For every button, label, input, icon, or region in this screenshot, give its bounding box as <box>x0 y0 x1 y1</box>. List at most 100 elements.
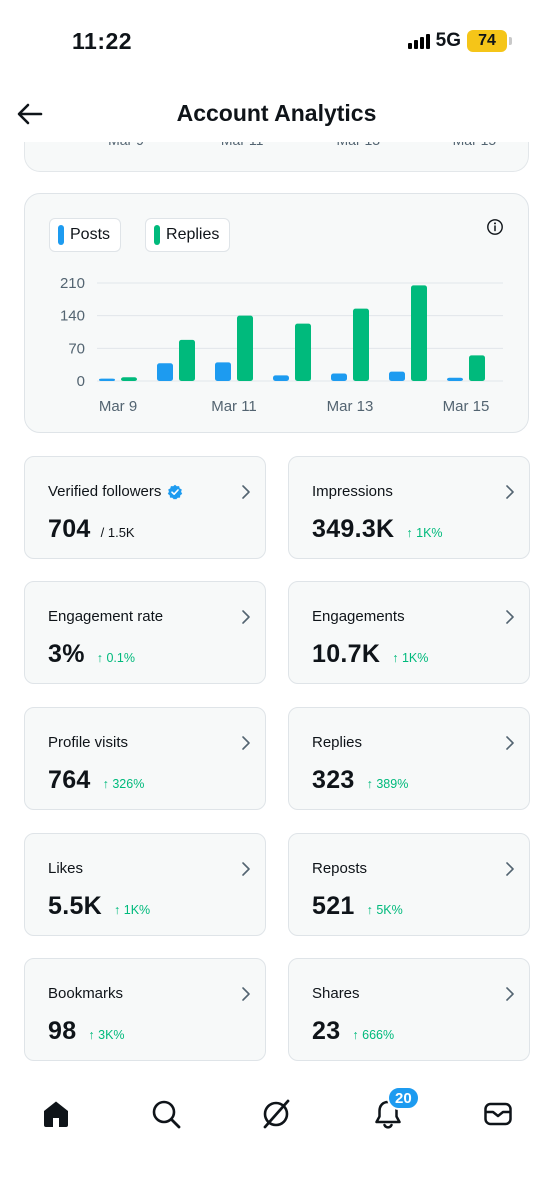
status-indicators: 5G 74 <box>407 30 512 52</box>
stat-value: 23 ↑ 666% <box>312 1017 394 1046</box>
home-icon <box>44 1101 68 1127</box>
info-icon[interactable] <box>486 218 504 236</box>
replies-bar[interactable] <box>295 323 311 381</box>
stat-label-text: Impressions <box>312 483 393 500</box>
posts-bar[interactable] <box>99 378 115 381</box>
activity-chart-card: 0 70 140 210 Mar 9 Mar 11 Mar 13 Mar 15 Posts R… <box>24 193 529 433</box>
stat-label: Reposts <box>312 860 367 877</box>
stat-label-text: Bookmarks <box>48 985 124 1002</box>
chevron-right-icon <box>242 987 250 1001</box>
legend-replies-label: Replies <box>166 226 220 243</box>
replies-bar[interactable] <box>237 315 253 381</box>
stat-label: Engagement rate <box>48 608 163 625</box>
stat-value: 323 ↑ 389% <box>312 766 408 795</box>
stat-change: ↑ 1K% <box>406 526 443 540</box>
nav-notifications[interactable]: 20 <box>368 1086 420 1134</box>
stat-label-text: Likes <box>48 860 84 877</box>
x-tick-label: Mar 9 <box>99 398 137 415</box>
network-label: 5G <box>435 30 461 51</box>
legend-replies[interactable]: Replies <box>145 218 231 252</box>
nav-grok[interactable] <box>256 1094 296 1134</box>
grok-icon <box>263 1099 290 1129</box>
stat-label: Replies <box>312 734 362 751</box>
y-tick-label: 140 <box>60 308 85 325</box>
stat-total: / 1.5K <box>100 525 135 540</box>
stat-card[interactable]: Likes 5.5K ↑ 1K% <box>24 833 266 936</box>
chevron-right-icon <box>242 610 250 624</box>
stat-label-text: Shares <box>312 985 360 1002</box>
stat-label: Bookmarks <box>48 985 123 1002</box>
posts-bar[interactable] <box>157 363 173 381</box>
chevron-right-icon <box>506 862 514 876</box>
stat-change: ↑ 1K% <box>114 903 151 917</box>
nav-home[interactable] <box>36 1094 76 1134</box>
chevron-right-icon <box>506 485 514 499</box>
verified-badge-icon <box>168 484 183 499</box>
stat-value: 764 ↑ 326% <box>48 766 144 795</box>
y-tick-label: 70 <box>68 340 85 357</box>
legend-posts[interactable]: Posts <box>49 218 122 252</box>
stat-label-text: Reposts <box>312 860 368 877</box>
replies-bar[interactable] <box>179 339 195 381</box>
messages-icon <box>484 1102 512 1126</box>
header-background <box>0 80 553 142</box>
replies-bar[interactable] <box>121 377 137 381</box>
stat-value: 704 / 1.5K <box>48 515 135 544</box>
posts-bar[interactable] <box>273 375 289 381</box>
back-button[interactable] <box>10 94 50 134</box>
stat-card[interactable]: Reposts 521 ↑ 5K% <box>288 833 530 936</box>
stat-value: 98 ↑ 3K% <box>48 1017 125 1046</box>
stat-card[interactable]: Replies 323 ↑ 389% <box>288 707 530 810</box>
chevron-right-icon <box>506 736 514 750</box>
stat-value-number: 10.7K <box>312 640 381 668</box>
stat-label-text: Verified followers <box>48 483 162 500</box>
nav-search[interactable] <box>146 1094 186 1134</box>
chevron-right-icon <box>242 736 250 750</box>
page-title: Account Analytics <box>176 100 377 126</box>
stat-label: Impressions <box>312 483 393 500</box>
replies-swatch <box>154 225 161 245</box>
posts-bar[interactable] <box>447 377 463 381</box>
stat-card[interactable]: Impressions 349.3K ↑ 1K% <box>288 456 530 559</box>
stat-card[interactable]: Shares 23 ↑ 666% <box>288 958 530 1061</box>
status-time: 11:22 <box>72 28 133 54</box>
chevron-right-icon <box>242 862 250 876</box>
stat-label: Shares <box>312 985 360 1002</box>
stat-value-number: 704 <box>48 515 91 543</box>
stat-card[interactable]: Bookmarks 98 ↑ 3K% <box>24 958 266 1061</box>
stat-label: Verified followers <box>48 483 183 500</box>
posts-bar[interactable] <box>331 373 347 381</box>
signal-icon <box>407 33 430 49</box>
posts-bar[interactable] <box>215 362 231 381</box>
stat-change: ↑ 0.1% <box>96 651 135 665</box>
battery-level: 74 <box>478 32 496 49</box>
stat-value-number: 98 <box>48 1017 77 1045</box>
stat-change: ↑ 1K% <box>392 651 429 665</box>
stat-label-text: Profile visits <box>48 734 129 751</box>
stat-value-number: 5.5K <box>48 892 103 920</box>
bottom-nav: 20 <box>0 1080 553 1152</box>
posts-bar[interactable] <box>389 371 405 381</box>
stat-card[interactable]: Profile visits 764 ↑ 326% <box>24 707 266 810</box>
nav-messages[interactable] <box>478 1094 518 1134</box>
y-tick-label: 210 <box>60 275 85 292</box>
replies-bar[interactable] <box>411 285 427 381</box>
stat-card[interactable]: Engagements 10.7K ↑ 1K% <box>288 581 530 684</box>
stat-card[interactable]: Verified followers 704 / 1.5K <box>24 456 266 559</box>
stat-card[interactable]: Engagement rate 3% ↑ 0.1% <box>24 581 266 684</box>
stat-change: ↑ 326% <box>102 777 145 791</box>
header: Account Analytics <box>0 86 553 142</box>
stat-value: 10.7K ↑ 1K% <box>312 640 428 669</box>
chevron-right-icon <box>506 610 514 624</box>
stat-value-number: 323 <box>312 766 355 794</box>
status-bar: 11:22 5G 74 <box>0 0 553 80</box>
battery-icon: 74 <box>467 30 512 52</box>
stat-value-number: 764 <box>48 766 91 794</box>
replies-bar[interactable] <box>353 308 369 381</box>
stat-change: ↑ 5K% <box>366 903 403 917</box>
search-icon <box>152 1100 181 1129</box>
stat-label-text: Replies <box>312 734 363 751</box>
chart-legend: Posts Replies <box>49 218 231 252</box>
replies-bar[interactable] <box>469 355 485 381</box>
stat-value-number: 23 <box>312 1017 341 1045</box>
